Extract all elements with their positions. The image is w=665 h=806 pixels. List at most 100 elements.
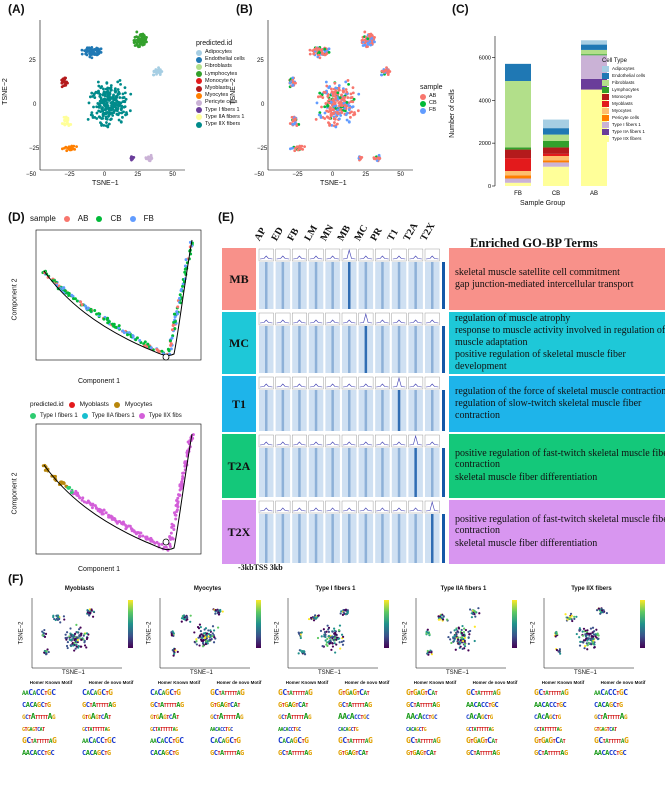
- scatter-point: [63, 122, 67, 126]
- motif-logo: CACAGCTG: [82, 749, 111, 757]
- axis-b-xlabel: TSNE−1: [320, 180, 347, 187]
- scatter-point: [308, 48, 312, 52]
- scatter-point: [321, 51, 325, 55]
- profile-box: [292, 248, 307, 262]
- legend-d-myoblasts: Myoblasts: [79, 401, 109, 408]
- scatter-point: [357, 92, 361, 96]
- trajectory-point: [70, 293, 74, 297]
- profile-line: [276, 507, 290, 512]
- trajectory-point: [86, 499, 90, 503]
- feature-xlabel: TSNE−1: [446, 670, 469, 676]
- bar-segment: [581, 40, 607, 45]
- tsne-plot-a: [39, 20, 185, 171]
- feature-point: [66, 646, 69, 650]
- trajectory-point: [170, 336, 174, 340]
- heatmap-signal: [314, 390, 318, 431]
- feature-point: [52, 615, 55, 619]
- trajectory-point: [153, 541, 157, 545]
- heatmap-signal: [348, 514, 351, 563]
- trajectory-point: [173, 315, 177, 319]
- legend-swatch: [68, 401, 75, 408]
- scatter-point: [351, 105, 355, 109]
- feature-point: [581, 634, 585, 637]
- scatter-point: [103, 102, 107, 106]
- legend-swatch: [602, 128, 609, 135]
- profile-line: [409, 319, 422, 324]
- feature-point: [583, 647, 586, 650]
- trajectory-point: [107, 515, 111, 519]
- feature-point: [344, 613, 348, 616]
- profile-line: [293, 441, 306, 446]
- profile-box: [325, 434, 341, 448]
- scatter-point: [334, 95, 338, 99]
- scatter-point: [117, 118, 121, 122]
- feature-point: [469, 629, 472, 633]
- bar-segment: [505, 147, 531, 150]
- profile-box: [258, 248, 274, 262]
- feature-point: [341, 643, 345, 646]
- motif-logo: GCTATTTTTAG: [210, 712, 244, 721]
- heatmap-signal: [298, 262, 301, 309]
- heatmap-track: [375, 448, 390, 497]
- feature-point: [330, 648, 333, 651]
- trajectory-point: [80, 498, 84, 502]
- motif-column: Homer Known Motif GCTATTTTTAG AACACCTGC CAC…: [534, 680, 592, 757]
- profile-box: [374, 312, 390, 326]
- go-term: positive regulation of fast-twitch skele…: [455, 447, 665, 471]
- feature-point: [329, 636, 333, 639]
- motif-logo: GCTATTTTTAG: [150, 727, 178, 733]
- feature-point: [219, 610, 222, 613]
- scatter-point: [323, 47, 327, 51]
- heatmap-track: [275, 326, 291, 373]
- legend-d-bottom-title: predicted.id: [30, 401, 64, 408]
- scatter-point: [93, 51, 97, 55]
- legend-d-fb: FB: [143, 214, 154, 223]
- feature-point: [207, 632, 210, 636]
- scatter-point: [363, 30, 367, 34]
- scatter-point: [107, 122, 111, 126]
- scatter-point: [65, 149, 69, 153]
- feature-point: [198, 634, 202, 637]
- trajectory-point: [67, 293, 71, 297]
- feature-point: [331, 642, 334, 645]
- feature-point: [463, 627, 466, 630]
- scatter-point: [97, 109, 101, 113]
- feature-point: [581, 630, 584, 633]
- bar-segment: [505, 81, 531, 148]
- go-term-box: positive regulation of fast-twitch skele…: [449, 434, 665, 498]
- motif-logo: GTGAGTCAT: [534, 736, 566, 745]
- scatter-point: [98, 104, 102, 107]
- profile-line: [276, 441, 290, 446]
- feature-point: [327, 630, 331, 634]
- trajectory-point: [135, 531, 139, 535]
- feature-point: [202, 632, 205, 635]
- scatter-point: [373, 40, 376, 44]
- trajectory-top-points: [41, 240, 194, 357]
- trajectory-point: [122, 331, 126, 335]
- feature-point: [477, 607, 480, 610]
- feature-point: [70, 635, 73, 638]
- scatter-point: [352, 97, 356, 101]
- feature-plot: [159, 598, 261, 669]
- heatmap-signal: [414, 514, 417, 563]
- scatter-point: [288, 122, 292, 125]
- heatmap-colorbar: [442, 514, 445, 563]
- trajectory-point: [98, 312, 102, 316]
- scatter-point: [345, 105, 348, 108]
- go-term: positive regulation of fast-twitch skele…: [455, 513, 665, 537]
- feature-point: [73, 632, 77, 635]
- heatmap-signal: [414, 326, 417, 373]
- profile-box: [391, 376, 407, 390]
- scatter-point: [113, 89, 117, 93]
- profile-box: [358, 500, 374, 514]
- scatter-point: [105, 121, 108, 124]
- scatter-point: [95, 47, 99, 51]
- scatter-point: [326, 104, 330, 107]
- feature-point: [473, 609, 476, 612]
- feature-point: [455, 628, 458, 631]
- heatmap-signal: [431, 326, 434, 373]
- feature-point: [323, 631, 327, 634]
- profile-box: [374, 376, 390, 390]
- legend-label: Type IIX fibers: [205, 121, 241, 128]
- bar-segment: [505, 149, 531, 159]
